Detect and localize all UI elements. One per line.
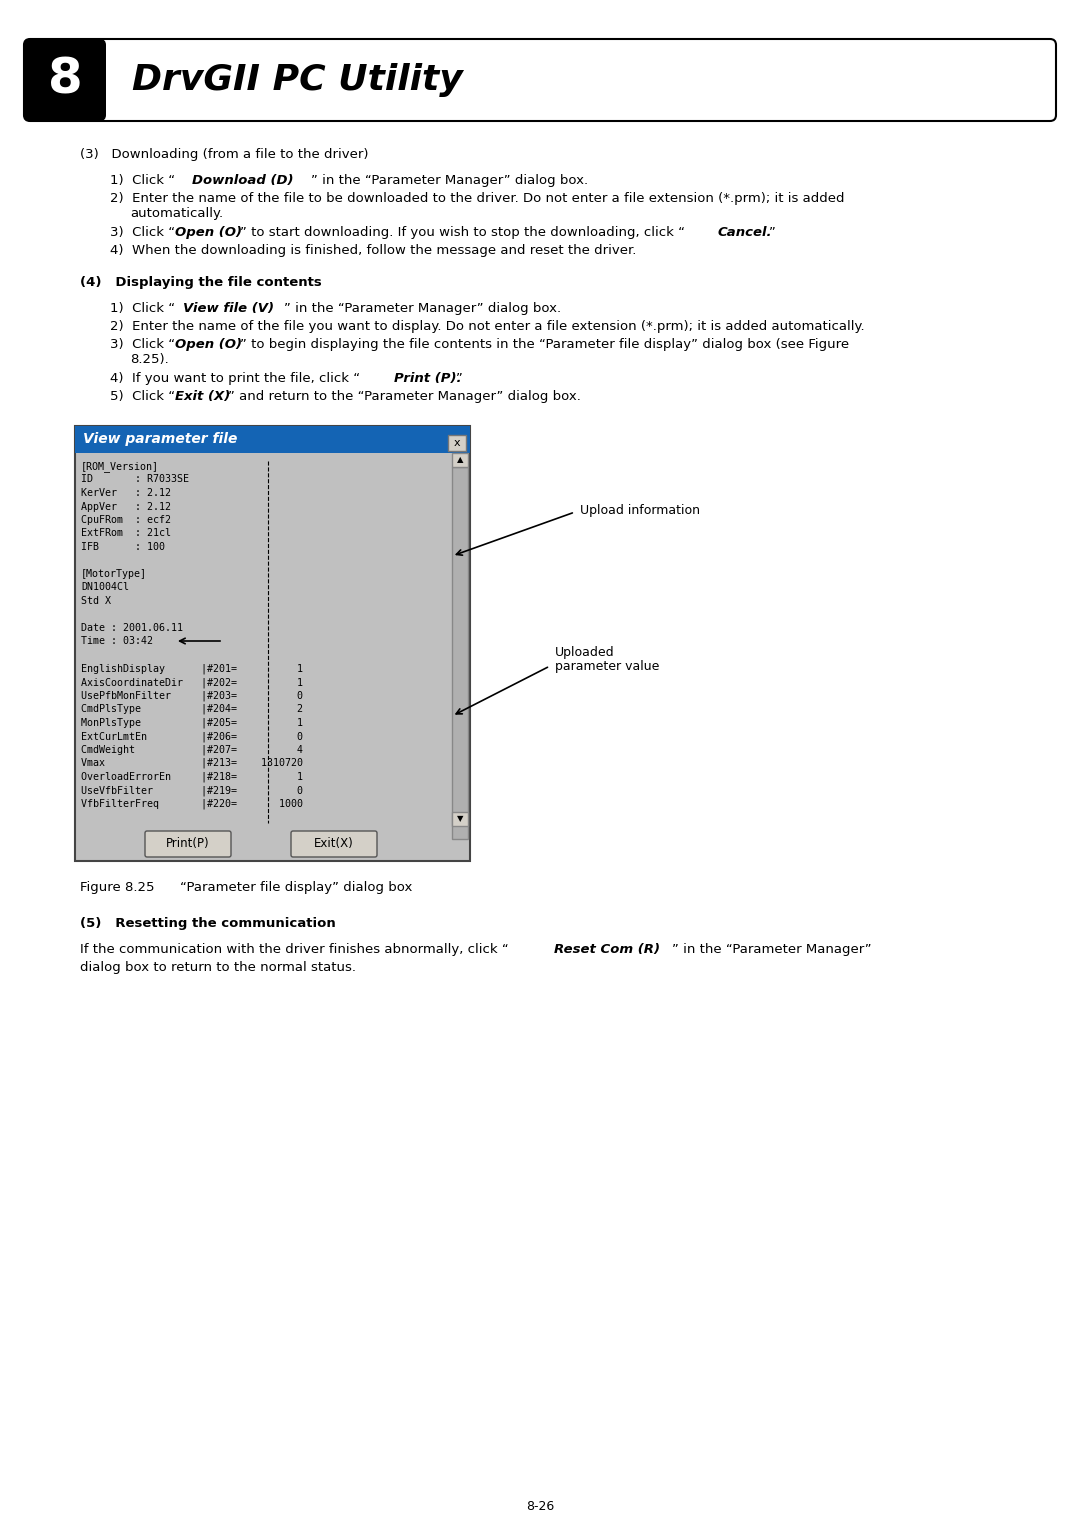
Bar — [448, 435, 465, 451]
Text: 3)  Click “: 3) Click “ — [110, 226, 175, 238]
Text: x: x — [454, 439, 460, 448]
Text: Print (P).: Print (P). — [394, 371, 461, 385]
Text: AxisCoordinateDir   |#202=          1: AxisCoordinateDir |#202= 1 — [81, 677, 303, 688]
Text: 4)  When the downloading is finished, follow the message and reset the driver.: 4) When the downloading is finished, fol… — [110, 244, 636, 257]
Text: Time : 03:42: Time : 03:42 — [81, 637, 153, 646]
Text: 8.25).: 8.25). — [130, 353, 168, 367]
Text: Open (O): Open (O) — [175, 338, 242, 351]
Text: CmdWeight           |#207=          4: CmdWeight |#207= 4 — [81, 744, 303, 755]
Text: ” in the “Parameter Manager” dialog box.: ” in the “Parameter Manager” dialog box. — [284, 303, 562, 315]
Text: Upload information: Upload information — [580, 504, 700, 516]
Text: Figure 8.25      “Parameter file display” dialog box: Figure 8.25 “Parameter file display” dia… — [80, 882, 413, 894]
Text: 1)  Click “: 1) Click “ — [110, 174, 175, 186]
Text: ExtCurLmtEn         |#206=          0: ExtCurLmtEn |#206= 0 — [81, 730, 303, 741]
Text: 2)  Enter the name of the file to be downloaded to the driver. Do not enter a fi: 2) Enter the name of the file to be down… — [110, 193, 845, 205]
Text: ID       : R7033SE: ID : R7033SE — [81, 475, 189, 484]
Text: If the communication with the driver finishes abnormally, click “: If the communication with the driver fin… — [80, 943, 509, 957]
Text: [ROM_Version]: [ROM_Version] — [81, 461, 159, 472]
Text: EnglishDisplay      |#201=          1: EnglishDisplay |#201= 1 — [81, 663, 303, 674]
Text: Std X: Std X — [81, 596, 111, 607]
Text: Vmax                |#213=    1310720: Vmax |#213= 1310720 — [81, 758, 303, 769]
Text: UseVfbFilter        |#219=          0: UseVfbFilter |#219= 0 — [81, 785, 303, 796]
Text: VfbFilterFreq       |#220=       1000: VfbFilterFreq |#220= 1000 — [81, 799, 303, 808]
Text: Cancel.: Cancel. — [718, 226, 772, 238]
Text: AppVer   : 2.12: AppVer : 2.12 — [81, 501, 171, 512]
Text: DN1004Cl: DN1004Cl — [81, 582, 129, 593]
Text: 3)  Click “: 3) Click “ — [110, 338, 175, 351]
Text: 1)  Click “: 1) Click “ — [110, 303, 175, 315]
Text: UsePfbMonFilter     |#203=          0: UsePfbMonFilter |#203= 0 — [81, 691, 303, 701]
Text: CpuFRom  : ecf2: CpuFRom : ecf2 — [81, 515, 171, 526]
Text: Uploaded: Uploaded — [555, 646, 615, 659]
Text: DrvGII PC Utility: DrvGII PC Utility — [132, 63, 462, 96]
FancyBboxPatch shape — [145, 831, 231, 857]
Text: Reset Com (R): Reset Com (R) — [554, 943, 660, 957]
Text: View parameter file: View parameter file — [83, 432, 238, 446]
Text: ” in the “Parameter Manager” dialog box.: ” in the “Parameter Manager” dialog box. — [311, 174, 589, 186]
Text: Print(P): Print(P) — [166, 837, 210, 851]
Text: 5)  Click “: 5) Click “ — [110, 390, 175, 403]
Text: MonPlsType          |#205=          1: MonPlsType |#205= 1 — [81, 718, 303, 727]
Bar — [453, 452, 468, 468]
Text: ▲: ▲ — [457, 455, 463, 465]
Text: dialog box to return to the normal status.: dialog box to return to the normal statu… — [80, 961, 356, 973]
Text: KerVer   : 2.12: KerVer : 2.12 — [81, 487, 171, 498]
FancyBboxPatch shape — [291, 831, 377, 857]
Text: ExtFRom  : 21cl: ExtFRom : 21cl — [81, 529, 171, 538]
Text: ”: ” — [769, 226, 775, 238]
Text: ” and return to the “Parameter Manager” dialog box.: ” and return to the “Parameter Manager” … — [228, 390, 581, 403]
Text: Download (D): Download (D) — [192, 174, 294, 186]
Text: (4)   Displaying the file contents: (4) Displaying the file contents — [80, 277, 322, 289]
Text: 2)  Enter the name of the file you want to display. Do not enter a file extensio: 2) Enter the name of the file you want t… — [110, 319, 865, 333]
Text: View file (V): View file (V) — [183, 303, 274, 315]
Text: Exit(X): Exit(X) — [314, 837, 354, 851]
Text: ” to start downloading. If you wish to stop the downloading, click “: ” to start downloading. If you wish to s… — [240, 226, 685, 238]
Text: parameter value: parameter value — [555, 660, 660, 672]
Text: 8-26: 8-26 — [526, 1500, 554, 1513]
Text: (3)   Downloading (from a file to the driver): (3) Downloading (from a file to the driv… — [80, 148, 368, 160]
Text: ”: ” — [456, 371, 463, 385]
Text: CmdPlsType          |#204=          2: CmdPlsType |#204= 2 — [81, 704, 303, 715]
Text: 4)  If you want to print the file, click “: 4) If you want to print the file, click … — [110, 371, 360, 385]
Text: automatically.: automatically. — [130, 206, 224, 220]
Text: ” to begin displaying the file contents in the “Parameter file display” dialog b: ” to begin displaying the file contents … — [240, 338, 849, 351]
Text: ▼: ▼ — [457, 814, 463, 824]
Bar — [453, 468, 468, 839]
FancyBboxPatch shape — [24, 40, 1056, 121]
Text: Open (O): Open (O) — [175, 226, 242, 238]
Text: (5)   Resetting the communication: (5) Resetting the communication — [80, 917, 336, 931]
Text: ” in the “Parameter Manager”: ” in the “Parameter Manager” — [672, 943, 872, 957]
Text: IFB      : 100: IFB : 100 — [81, 542, 165, 552]
Text: Exit (X): Exit (X) — [175, 390, 230, 403]
Text: 8: 8 — [48, 57, 82, 104]
Bar — [453, 811, 468, 827]
Bar — [75, 426, 470, 452]
Text: [MotorType]: [MotorType] — [81, 568, 147, 579]
FancyBboxPatch shape — [24, 40, 106, 121]
Bar — [75, 426, 470, 860]
Text: OverloadErrorEn     |#218=          1: OverloadErrorEn |#218= 1 — [81, 772, 303, 782]
Text: Date : 2001.06.11: Date : 2001.06.11 — [81, 623, 183, 633]
